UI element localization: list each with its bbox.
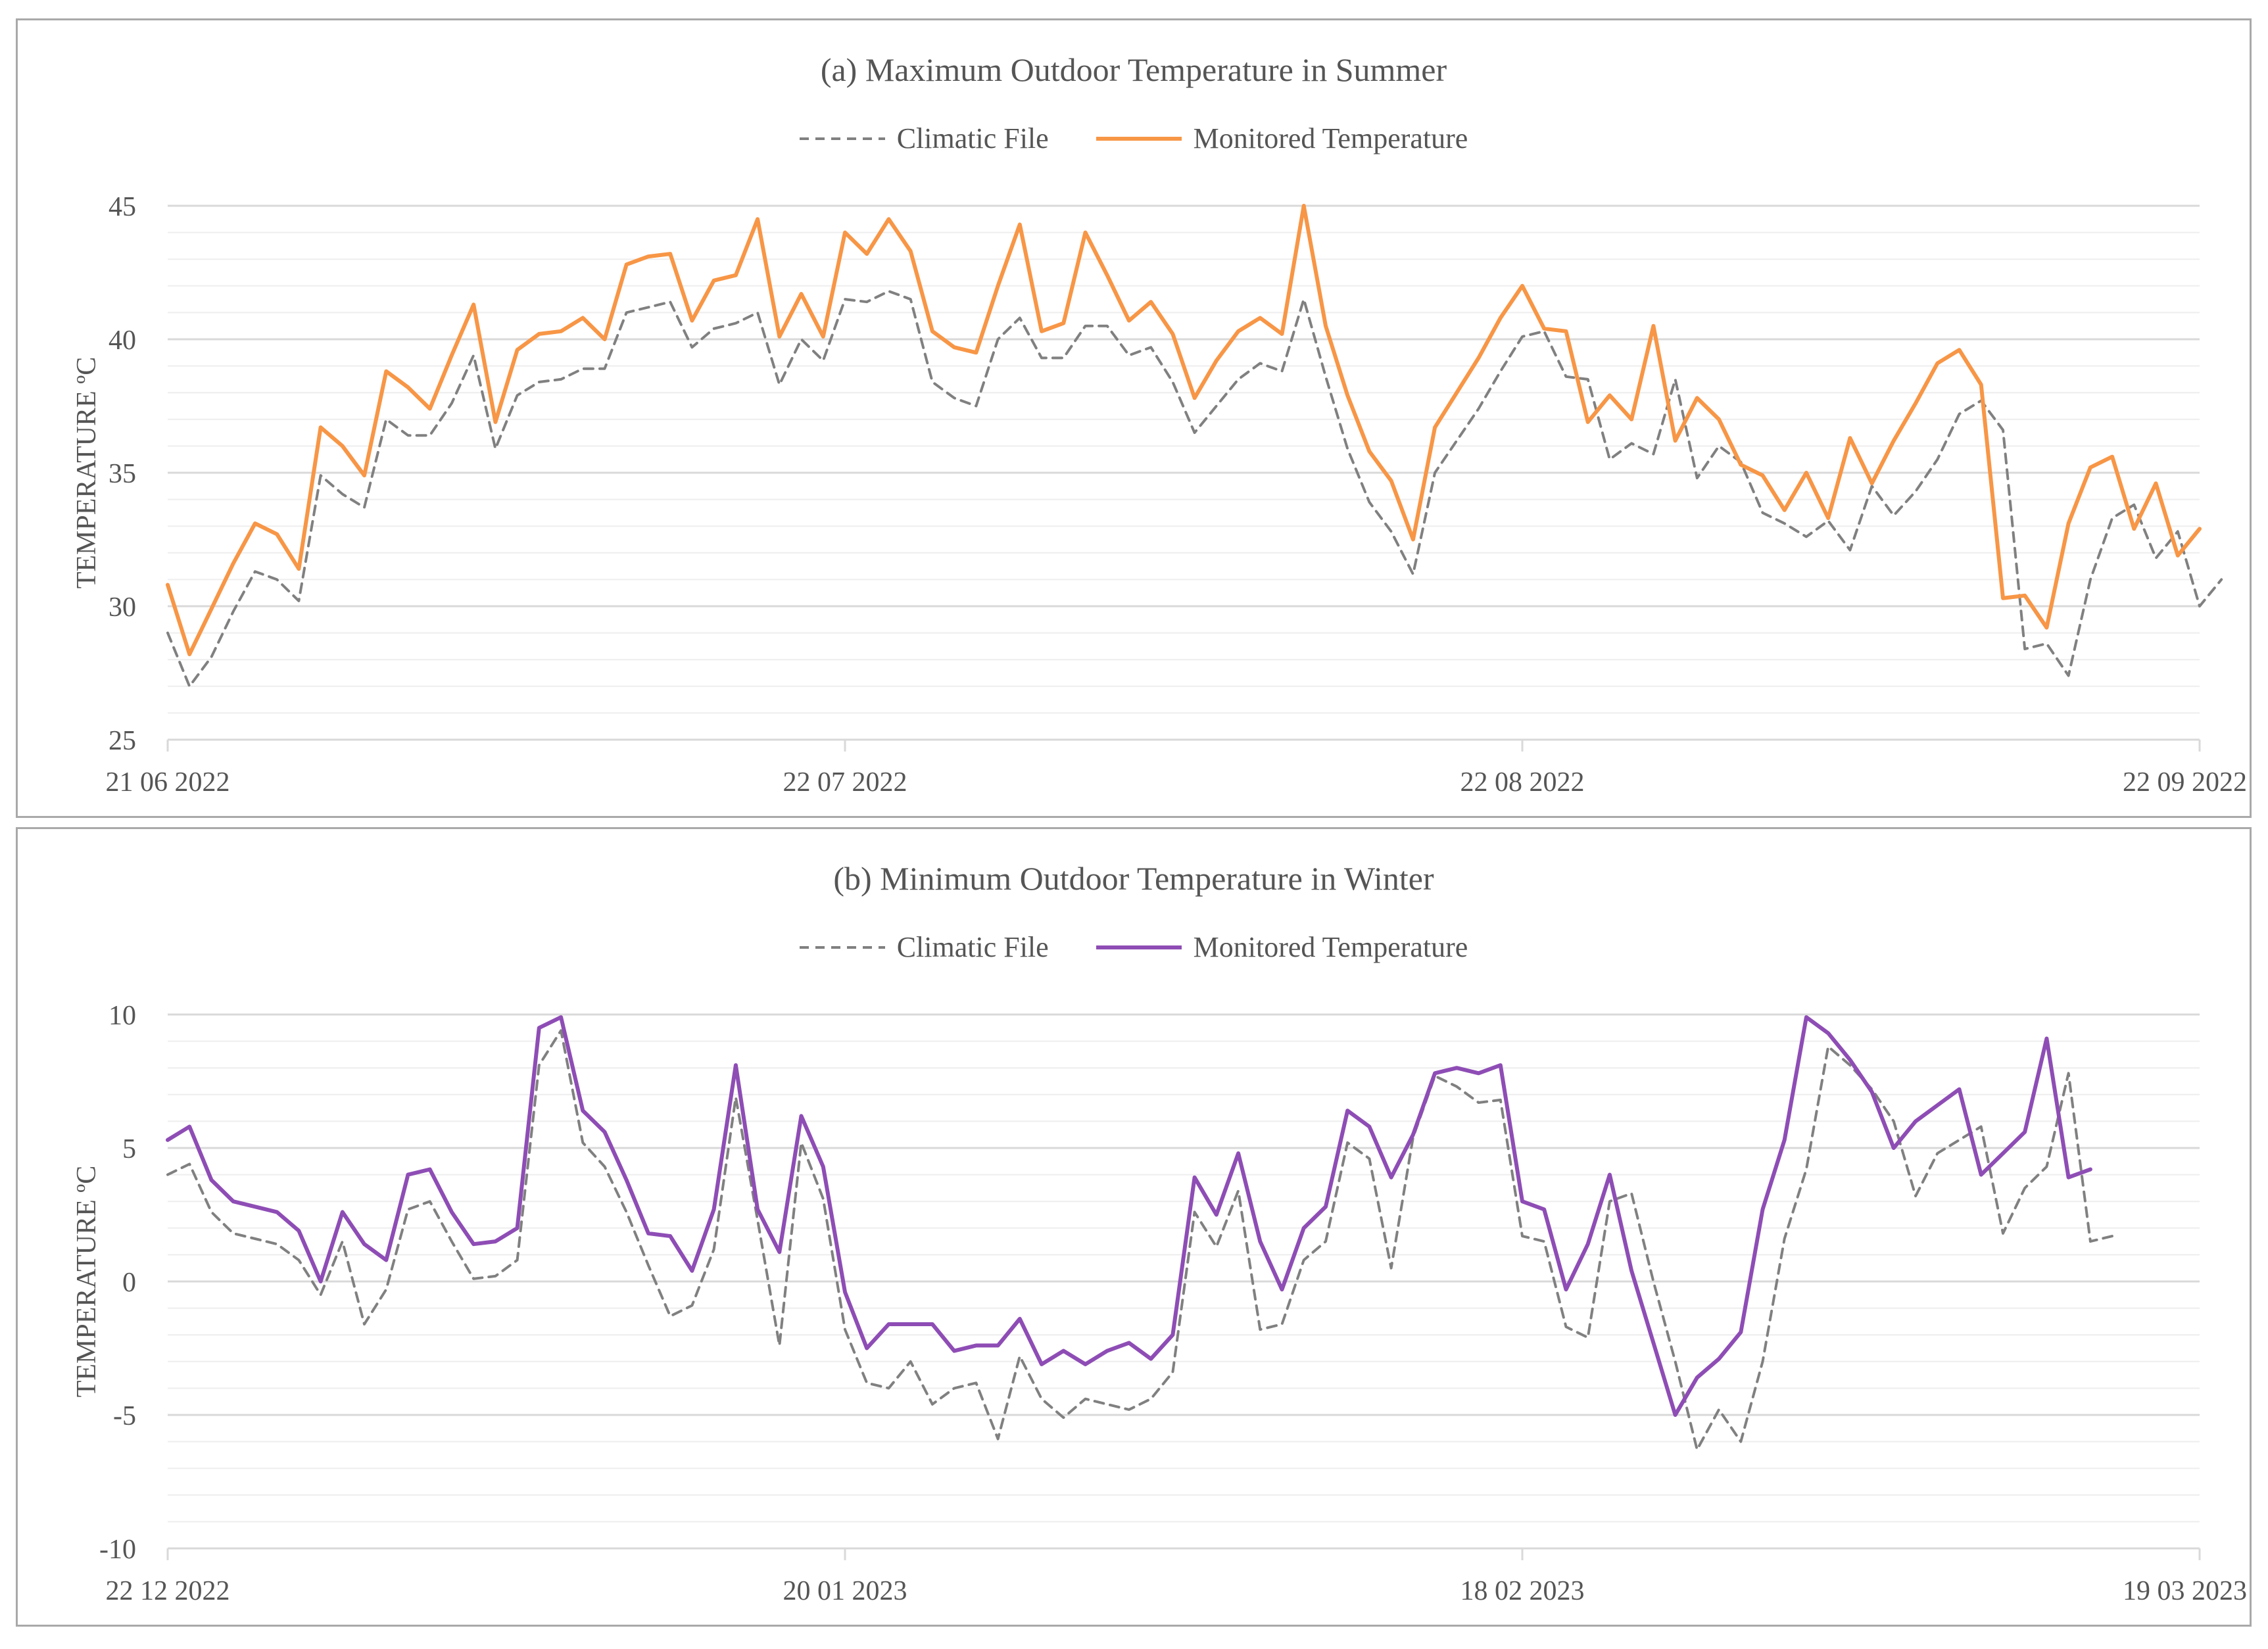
series-line-climatic-file <box>166 289 2223 688</box>
y-axis-title: TEMPERATURE ºC <box>72 1166 102 1398</box>
chart-title: (b) Minimum Outdoor Temperature in Winte… <box>833 860 1434 897</box>
x-tick-label: 22 09 2022 <box>2123 767 2247 798</box>
legend-item-climatic: Climatic File <box>799 930 1049 964</box>
chart-panel-winter: (b) Minimum Outdoor Temperature in Winte… <box>16 827 2252 1627</box>
legend-swatch-climatic-dashed <box>799 137 885 140</box>
chart-title: (a) Maximum Outdoor Temperature in Summe… <box>820 51 1447 88</box>
y-tick-label: -10 <box>99 1535 136 1565</box>
x-tick-label: 18 02 2023 <box>1460 1576 1585 1606</box>
chart-panel-summer: (a) Maximum Outdoor Temperature in Summe… <box>16 18 2252 818</box>
y-tick-label: 40 <box>109 325 136 356</box>
legend-swatch-climatic-dashed <box>799 945 885 949</box>
legend-label-monitored: Monitored Temperature <box>1193 931 1468 963</box>
y-axis-title: TEMPERATURE ºC <box>72 357 102 589</box>
legend-label-climatic: Climatic File <box>896 122 1049 155</box>
legend-label-climatic: Climatic File <box>896 931 1049 963</box>
y-tick-label: 25 <box>109 726 136 756</box>
y-tick-label: 0 <box>122 1268 136 1298</box>
x-tick-label: 22 07 2022 <box>783 767 907 798</box>
x-tick-label: 20 01 2023 <box>783 1576 907 1606</box>
series-line-monitored-temperature <box>166 204 2202 657</box>
series-line-monitored-temperature-path <box>166 204 2202 657</box>
y-tick-label: 5 <box>122 1134 136 1164</box>
x-tick-label: 22 08 2022 <box>1460 767 1585 798</box>
x-tick-label: 22 12 2022 <box>106 1576 230 1606</box>
series-line-climatic-file-path <box>166 1029 2114 1451</box>
series-line-monitored-temperature-path <box>166 1015 2092 1417</box>
legend-label-monitored: Monitored Temperature <box>1193 122 1468 155</box>
plot-area: 25 30 35 40 45 21 06 2022 22 07 2022 22 08 2022… <box>72 192 2247 798</box>
legend-item-monitored: Monitored Temperature <box>1096 930 1468 964</box>
chart-legend: Climatic File Monitored Temperature <box>18 930 2250 964</box>
chart-legend: Climatic File Monitored Temperature <box>18 122 2250 155</box>
y-tick-label: 45 <box>109 192 136 222</box>
series-line-climatic-file-path <box>166 289 2223 688</box>
plot-area: -10 -5 0 5 10 22 12 2022 20 01 2023 18 02 2023 1… <box>72 1001 2247 1606</box>
legend-item-monitored: Monitored Temperature <box>1096 122 1468 155</box>
y-tick-label: 30 <box>109 592 136 623</box>
y-tick-label: 10 <box>109 1001 136 1031</box>
legend-swatch-monitored <box>1096 136 1182 141</box>
x-tick-label: 19 03 2023 <box>2123 1576 2247 1606</box>
y-tick-label: 35 <box>109 459 136 489</box>
series-line-climatic-file <box>166 1029 2114 1451</box>
y-tick-label: -5 <box>113 1401 136 1431</box>
legend-swatch-monitored <box>1096 945 1182 949</box>
x-tick-label: 21 06 2022 <box>106 767 230 798</box>
series-line-monitored-temperature <box>166 1015 2092 1417</box>
legend-item-climatic: Climatic File <box>799 122 1049 155</box>
